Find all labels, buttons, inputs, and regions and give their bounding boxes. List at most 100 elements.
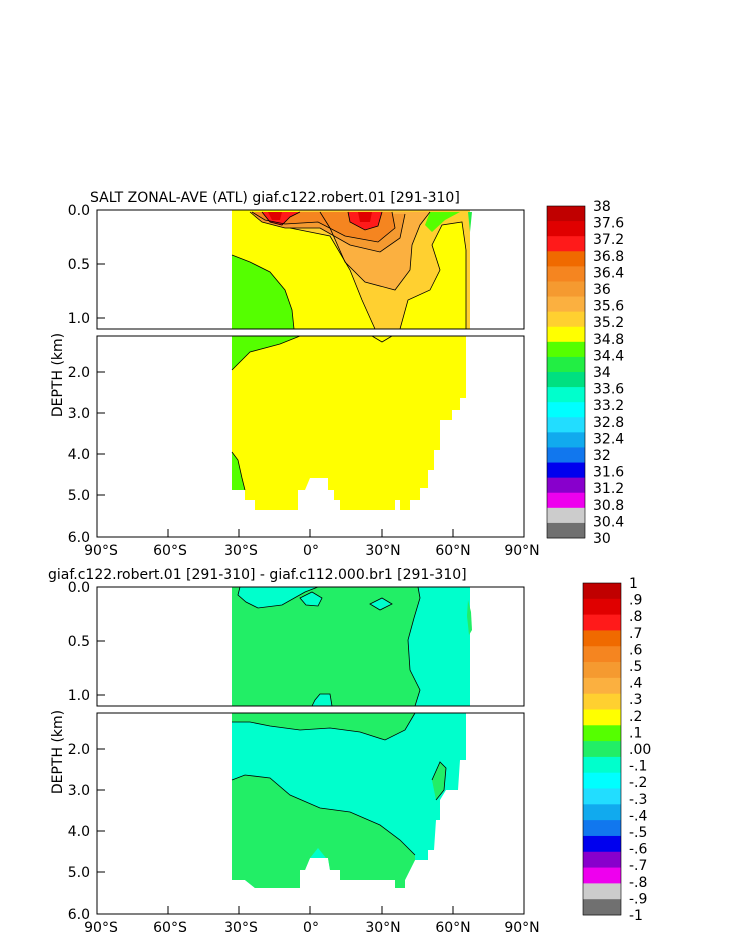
colorbar-label: -.8 bbox=[629, 875, 647, 891]
colorbar-label: -.1 bbox=[629, 759, 647, 775]
colorbar-frame bbox=[582, 582, 622, 916]
colorbar-label: 36.8 bbox=[593, 249, 624, 265]
colorbar-swatch bbox=[547, 296, 585, 313]
fill-positive-ne bbox=[467, 600, 472, 635]
y-tick-label: 2.0 bbox=[68, 742, 90, 758]
x-tick-label: 90°S bbox=[84, 920, 118, 936]
colorbar-label: 34.4 bbox=[593, 348, 624, 364]
colorbar-swatch bbox=[547, 462, 585, 479]
colorbar-label: 1 bbox=[629, 576, 638, 592]
colorbar-swatch bbox=[547, 447, 585, 463]
colorbar-swatch bbox=[547, 251, 585, 267]
panel-title: SALT ZONAL-AVE (ATL) giaf.c122.robert.01… bbox=[90, 190, 460, 206]
fill-fresh-lower bbox=[232, 336, 300, 370]
colorbar-label: -.3 bbox=[629, 792, 647, 808]
colorbar-swatch bbox=[583, 772, 621, 789]
colorbar-swatch bbox=[547, 522, 585, 539]
colorbar-swatch bbox=[547, 341, 585, 358]
colorbar-label: 30 bbox=[593, 531, 611, 547]
colorbar-swatch bbox=[547, 311, 585, 328]
colorbar-swatch bbox=[583, 804, 621, 821]
colorbar-label: .1 bbox=[629, 725, 642, 741]
x-tick-labels: 90°S 60°S 30°S 0° 30°N 60°N 90°N bbox=[84, 920, 540, 936]
colorbar-swatch bbox=[547, 507, 585, 524]
upper-frame bbox=[96, 586, 525, 707]
colorbar-swatch bbox=[583, 630, 621, 647]
colorbar-swatch bbox=[547, 326, 585, 343]
y-tick-label: 0.5 bbox=[68, 257, 90, 273]
lower-fills bbox=[232, 336, 466, 510]
y-tick-label: 5.0 bbox=[68, 488, 90, 504]
colorbar-label: 37.2 bbox=[593, 232, 624, 248]
colorbar-label: 33.2 bbox=[593, 398, 624, 414]
colorbar-swatch bbox=[547, 477, 585, 494]
colorbar-swatch bbox=[547, 206, 585, 222]
upper-contours bbox=[231, 211, 467, 330]
colorbar-label: 30.4 bbox=[593, 514, 624, 530]
colorbar-swatch bbox=[547, 432, 585, 448]
y-axis-label: DEPTH (km) bbox=[50, 710, 66, 794]
colorbar-swatch bbox=[547, 236, 585, 252]
panel-title: giaf.c122.robert.01 [291-310] - giaf.c11… bbox=[48, 567, 467, 583]
y-tick-labels: 0.0 0.5 1.0 2.0 3.0 4.0 5.0 6.0 bbox=[68, 580, 90, 923]
colorbar-swatch bbox=[583, 867, 621, 884]
x-tick-marks bbox=[96, 906, 525, 914]
colorbar-swatch bbox=[547, 281, 585, 297]
lower-contours bbox=[231, 712, 447, 856]
colorbar-label: 35.2 bbox=[593, 315, 624, 331]
colorbar-label: 37.6 bbox=[593, 216, 624, 232]
fill-positive-east bbox=[432, 762, 446, 800]
y-tick-label: 4.0 bbox=[68, 447, 90, 463]
colorbar-label: .9 bbox=[629, 593, 642, 609]
y-tick-label: 0.5 bbox=[68, 634, 90, 650]
fill-negative-deep bbox=[312, 694, 332, 706]
colorbar-label: 34 bbox=[593, 365, 611, 381]
colorbar-label: 34.8 bbox=[593, 332, 624, 348]
colorbar-label: .4 bbox=[629, 676, 642, 692]
colorbar-swatch bbox=[583, 851, 621, 868]
colorbar-label: -1 bbox=[629, 908, 643, 924]
x-tick-label: 30°S bbox=[224, 920, 258, 936]
colorbar-swatch bbox=[547, 387, 585, 403]
colorbar-label: .2 bbox=[629, 709, 642, 725]
colorbar-swatch bbox=[547, 356, 585, 373]
colorbar-swatch bbox=[583, 756, 621, 774]
fill-37-6a bbox=[268, 212, 282, 220]
lower-fills bbox=[232, 713, 466, 888]
colorbar-label: 32.8 bbox=[593, 415, 624, 431]
y-axis-label: DEPTH (km) bbox=[50, 333, 66, 417]
colorbar-label: -.6 bbox=[629, 842, 648, 858]
y-tick-label: 6.0 bbox=[68, 530, 90, 546]
x-tick-label: 90°S bbox=[84, 543, 118, 559]
colorbar-label: 38 bbox=[593, 199, 611, 215]
y-tick-label: 3.0 bbox=[68, 783, 90, 799]
colorbar-label: -.4 bbox=[629, 808, 648, 824]
colorbar-label: .00 bbox=[629, 742, 651, 758]
panel-difference: giaf.c122.robert.01 [291-310] - giaf.c11… bbox=[48, 567, 651, 936]
colorbar-swatch bbox=[547, 372, 585, 388]
fill-positive-main bbox=[232, 587, 420, 706]
colorbar-label: 35.6 bbox=[593, 299, 624, 315]
fill-fresh-deep bbox=[232, 452, 245, 490]
y-tick-label: 0.0 bbox=[68, 580, 90, 596]
panel-salinity: SALT ZONAL-AVE (ATL) giaf.c122.robert.01… bbox=[50, 190, 624, 559]
colorbar-swatch bbox=[547, 402, 585, 418]
upper-fills bbox=[232, 587, 472, 706]
colorbar-label: .8 bbox=[629, 609, 642, 625]
x-tick-label: 30°N bbox=[365, 920, 400, 936]
colorbar: 3837.637.236.836.43635.635.234.834.43433… bbox=[546, 199, 624, 547]
fill-37-6b bbox=[358, 212, 372, 222]
colorbar-swatch bbox=[547, 417, 585, 433]
colorbar-label: 31.2 bbox=[593, 481, 624, 497]
x-tick-label: 90°N bbox=[504, 543, 539, 559]
lower-contours bbox=[231, 335, 393, 491]
colorbar-label: 33.6 bbox=[593, 382, 624, 398]
fill-fresh-ne bbox=[468, 212, 472, 232]
colorbar-swatch bbox=[583, 583, 621, 600]
colorbar-swatch bbox=[583, 899, 621, 916]
x-tick-label: 0° bbox=[303, 543, 319, 559]
x-tick-label: 0° bbox=[303, 920, 319, 936]
colorbar-swatch bbox=[583, 598, 621, 616]
fill-fresh-n bbox=[425, 212, 460, 232]
